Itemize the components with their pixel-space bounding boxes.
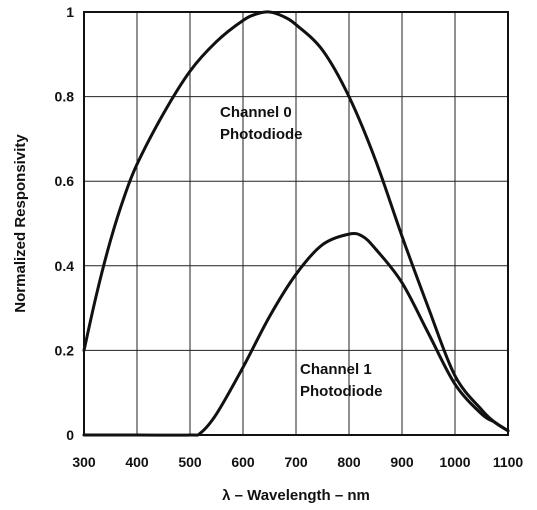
x-tick-label-8: 1100 <box>493 454 524 470</box>
y-tick-label-4: 0.8 <box>55 89 75 105</box>
y-tick-label-2: 0.4 <box>55 258 75 274</box>
y-tick-label-0: 0 <box>66 427 74 443</box>
x-tick-label-4: 700 <box>284 454 308 470</box>
x-tick-label-6: 900 <box>390 454 414 470</box>
x-tick-label-2: 500 <box>178 454 202 470</box>
plot-frame <box>83 11 509 436</box>
x-tick-label-3: 600 <box>231 454 255 470</box>
y-tick-label-1: 0.2 <box>55 342 75 358</box>
grid-lines <box>83 11 509 436</box>
channel0-label-line2: Photodiode <box>220 126 303 143</box>
x-tick-label-7: 1000 <box>439 454 470 470</box>
x-tick-label-5: 800 <box>337 454 361 470</box>
channel1-label-line1: Channel 1 <box>300 361 372 378</box>
y-tick-label-5: 1 <box>66 4 74 20</box>
channel1-label-line2: Photodiode <box>300 383 383 400</box>
y-tick-labels: 0 0.2 0.4 0.6 0.8 1 <box>55 4 75 443</box>
series-line-channel0 <box>82 10 510 433</box>
x-tick-labels: 300 400 500 600 700 800 900 1000 1100 <box>72 454 523 470</box>
y-axis-title: Normalized Responsivity <box>12 134 29 313</box>
y-tick-label-3: 0.6 <box>55 173 75 189</box>
series-lines <box>82 10 510 437</box>
x-axis-title: λ – Wavelength – nm <box>222 487 370 504</box>
channel0-label-line1: Channel 0 <box>220 104 292 121</box>
x-tick-label-0: 300 <box>72 454 96 470</box>
x-tick-label-1: 400 <box>125 454 149 470</box>
series-line-channel1 <box>82 231 510 437</box>
